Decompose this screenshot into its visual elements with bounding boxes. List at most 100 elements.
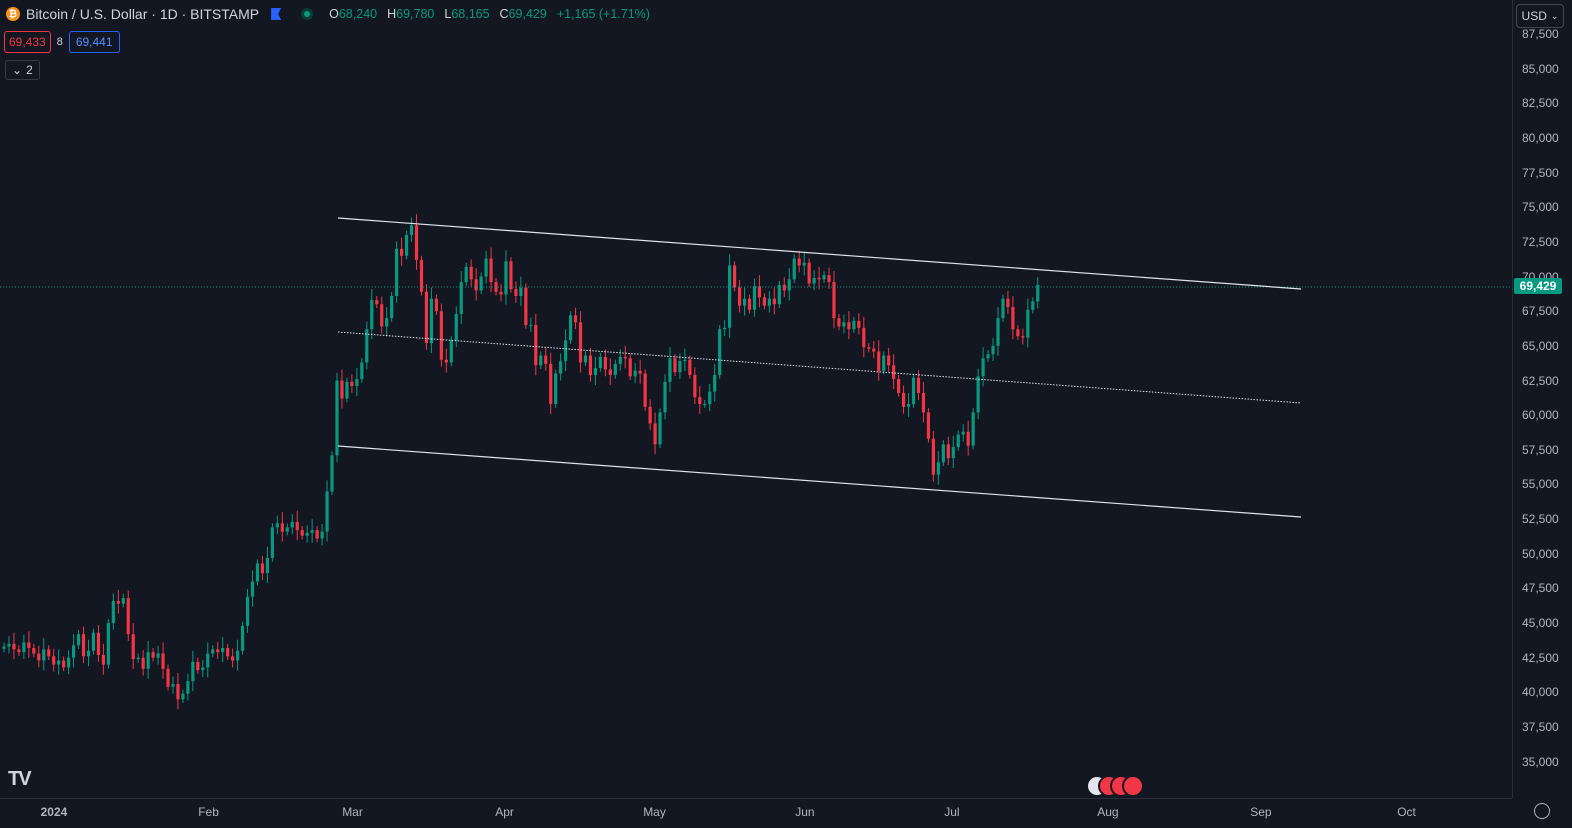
candle-body[interactable]: [613, 363, 617, 375]
candle-body[interactable]: [429, 298, 434, 344]
candle-body[interactable]: [678, 361, 682, 373]
candle-body[interactable]: [728, 265, 732, 328]
candle-body[interactable]: [479, 276, 483, 291]
candle-body[interactable]: [911, 377, 916, 405]
sell-price-button[interactable]: 69,433: [4, 31, 51, 53]
candle-body[interactable]: [141, 657, 145, 669]
candle-body[interactable]: [504, 261, 508, 295]
candle-body[interactable]: [439, 311, 443, 360]
candle-body[interactable]: [305, 532, 309, 536]
candle-body[interactable]: [42, 649, 46, 661]
candle-body[interactable]: [524, 287, 528, 326]
candle-body[interactable]: [877, 351, 881, 371]
candle-body[interactable]: [96, 632, 101, 655]
candle-body[interactable]: [732, 265, 737, 288]
currency-select[interactable]: USD ⌄: [1516, 4, 1564, 28]
candle-body[interactable]: [290, 521, 294, 528]
chart-settings-icon[interactable]: [1534, 803, 1550, 819]
candle-body[interactable]: [469, 266, 473, 280]
candle-body[interactable]: [762, 297, 767, 306]
candle-body[interactable]: [126, 598, 130, 635]
candle-body[interactable]: [713, 374, 717, 392]
candle-body[interactable]: [653, 423, 657, 445]
candle-body[interactable]: [390, 295, 394, 319]
candle-body[interactable]: [901, 392, 906, 407]
candle-body[interactable]: [380, 304, 384, 327]
candle-body[interactable]: [996, 318, 1000, 346]
candle-body[interactable]: [320, 531, 324, 539]
candle-body[interactable]: [330, 455, 334, 492]
candle-body[interactable]: [593, 368, 598, 375]
candle-body[interactable]: [131, 634, 135, 660]
candle-body[interactable]: [67, 657, 71, 668]
candle-body[interactable]: [956, 434, 960, 448]
candle-body[interactable]: [906, 404, 911, 407]
candle-body[interactable]: [583, 355, 588, 363]
candle-body[interactable]: [459, 282, 463, 314]
candle-body[interactable]: [171, 684, 175, 687]
candle-body[interactable]: [648, 406, 652, 424]
candle-body[interactable]: [752, 286, 757, 310]
candle-body[interactable]: [1026, 309, 1030, 338]
candle-body[interactable]: [638, 370, 642, 374]
candle-body[interactable]: [514, 289, 518, 296]
candle-body[interactable]: [265, 557, 270, 574]
time-axis[interactable]: 2024 Feb Mar Apr May Jun Jul Aug Sep Oct: [0, 798, 1512, 828]
candle-body[interactable]: [867, 347, 871, 349]
candle-body[interactable]: [842, 322, 846, 327]
candle-body[interactable]: [340, 380, 344, 399]
candle-body[interactable]: [350, 381, 354, 387]
candle-body[interactable]: [300, 530, 304, 536]
candle-body[interactable]: [568, 315, 573, 341]
candle-body[interactable]: [136, 657, 140, 660]
candle-body[interactable]: [275, 523, 279, 528]
candle-body[interactable]: [767, 298, 771, 306]
candle-body[interactable]: [847, 322, 851, 330]
candle-body[interactable]: [643, 373, 647, 407]
candle-body[interactable]: [22, 642, 26, 653]
candle-body[interactable]: [941, 444, 945, 463]
candle-body[interactable]: [221, 647, 225, 653]
candle-body[interactable]: [17, 649, 21, 653]
candle-body[interactable]: [216, 649, 220, 653]
candle-body[interactable]: [693, 374, 697, 398]
candle-body[interactable]: [663, 381, 667, 413]
candle-body[interactable]: [156, 653, 160, 658]
candle-body[interactable]: [549, 363, 553, 405]
candle-body[interactable]: [797, 258, 801, 266]
candle-body[interactable]: [81, 634, 86, 657]
candle-body[interactable]: [554, 373, 558, 405]
candle-body[interactable]: [747, 298, 752, 310]
candle-body[interactable]: [703, 404, 707, 406]
candle-body[interactable]: [226, 647, 230, 657]
candle-body[interactable]: [400, 248, 404, 256]
price-axis[interactable]: 87,500 85,000 82,500 80,000 77,500 75,000 72,5…: [1512, 0, 1572, 798]
candle-body[interactable]: [27, 642, 31, 648]
candle-body[interactable]: [683, 359, 687, 362]
candle-body[interactable]: [658, 412, 662, 445]
candlestick-chart[interactable]: [0, 0, 1512, 798]
candle-body[interactable]: [86, 650, 91, 657]
candle-body[interactable]: [335, 380, 339, 456]
candle-body[interactable]: [792, 258, 796, 280]
candle-body[interactable]: [245, 596, 250, 626]
candle-body[interactable]: [186, 681, 190, 694]
candle-body[interactable]: [852, 320, 856, 330]
candle-body[interactable]: [737, 287, 742, 306]
candle-body[interactable]: [375, 300, 379, 305]
candle-body[interactable]: [206, 653, 210, 668]
candle-body[interactable]: [544, 355, 548, 364]
candle-body[interactable]: [892, 365, 896, 380]
candle-body[interactable]: [723, 327, 727, 330]
candle-body[interactable]: [887, 355, 891, 366]
candle-body[interactable]: [32, 647, 36, 654]
candle-body[interactable]: [782, 284, 786, 291]
candle-body[interactable]: [559, 361, 563, 374]
candle-body[interactable]: [2, 646, 6, 649]
candle-body[interactable]: [325, 491, 329, 532]
candle-body[interactable]: [231, 656, 235, 661]
candle-body[interactable]: [539, 355, 543, 366]
candle-body[interactable]: [285, 527, 289, 532]
candle-body[interactable]: [628, 358, 632, 377]
candle-body[interactable]: [196, 661, 200, 671]
